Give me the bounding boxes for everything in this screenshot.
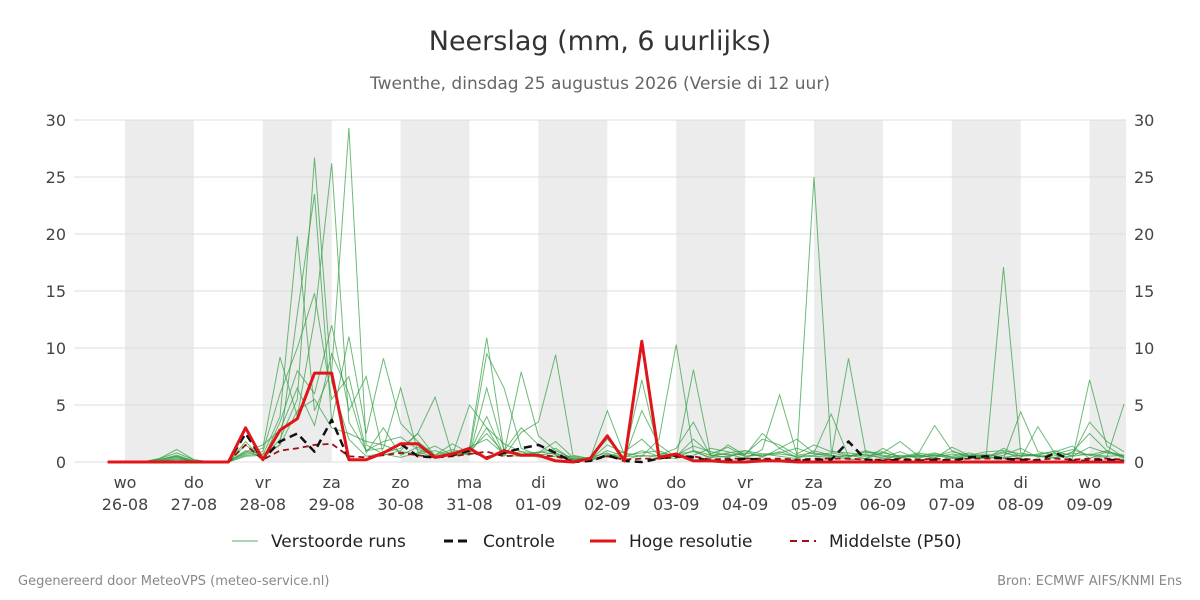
x-tick-date: 03-09 xyxy=(653,495,700,514)
x-axis: wo 26-08 do 27-08 vr 28-08 za 29-08 zo 30-08 ma 31-… xyxy=(102,473,1113,514)
legend-item-hires: Hoge resolutie xyxy=(590,532,753,552)
x-tick-day: ma xyxy=(457,473,482,492)
x-tick-date: 07-09 xyxy=(929,495,976,514)
footer-source: Bron: ECMWF AIFS/KNMI Ens xyxy=(997,574,1182,589)
y-tick-label: 5 xyxy=(1134,396,1144,415)
x-tick-date: 02-09 xyxy=(584,495,631,514)
x-tick-date: 09-09 xyxy=(1066,495,1113,514)
y-tick-label: 25 xyxy=(1134,168,1154,187)
x-tick-day: do xyxy=(666,473,686,492)
x-tick-day: vr xyxy=(255,473,271,492)
y-tick-label: 10 xyxy=(46,339,66,358)
y-tick-label: 15 xyxy=(46,282,66,301)
x-tick-date: 05-09 xyxy=(791,495,838,514)
legend-label-hires: Hoge resolutie xyxy=(629,532,753,552)
footer-credit: Gegenereerd door MeteoVPS (meteo-service… xyxy=(18,574,329,589)
y-axis-right: 0 5 10 15 20 25 30 xyxy=(1134,111,1154,472)
y-tick-label: 20 xyxy=(46,225,66,244)
x-tick-date: 30-08 xyxy=(377,495,424,514)
x-tick-date: 29-08 xyxy=(308,495,355,514)
y-tick-label: 30 xyxy=(46,111,66,130)
x-tick-day: di xyxy=(1013,473,1028,492)
control-series-line xyxy=(107,418,1125,464)
x-tick-day: vr xyxy=(737,473,753,492)
y-tick-label: 25 xyxy=(46,168,66,187)
legend: Verstoorde runs Controle Hoge resolutie … xyxy=(232,532,962,552)
x-tick-date: 28-08 xyxy=(240,495,287,514)
y-tick-label: 20 xyxy=(1134,225,1154,244)
x-tick-day: di xyxy=(531,473,546,492)
ensemble-run-line xyxy=(107,194,1125,463)
legend-item-ensemble: Verstoorde runs xyxy=(232,532,406,552)
x-tick-date: 04-09 xyxy=(722,495,769,514)
x-tick-day: wo xyxy=(1078,473,1101,492)
ensemble-run-line xyxy=(107,398,1125,463)
x-tick-date: 26-08 xyxy=(102,495,149,514)
x-tick-date: 06-09 xyxy=(860,495,907,514)
x-tick-day: ma xyxy=(939,473,964,492)
x-tick-day: do xyxy=(184,473,204,492)
legend-item-median: Middelste (P50) xyxy=(790,532,962,552)
legend-label-control: Controle xyxy=(483,532,555,552)
y-tick-label: 5 xyxy=(56,396,66,415)
chart-title: Neerslag (mm, 6 uurlijks) xyxy=(429,26,771,57)
x-tick-day: wo xyxy=(596,473,619,492)
hires-series-line xyxy=(107,339,1125,464)
legend-label-median: Middelste (P50) xyxy=(829,532,962,552)
y-axis-left: 0 5 10 15 20 25 30 xyxy=(46,111,66,472)
y-tick-label: 30 xyxy=(1134,111,1154,130)
x-tick-date: 27-08 xyxy=(171,495,218,514)
main-series xyxy=(107,339,1125,464)
x-tick-day: za xyxy=(805,473,823,492)
x-tick-day: za xyxy=(323,473,341,492)
chart-subtitle: Twenthe, dinsdag 25 augustus 2026 (Versi… xyxy=(369,74,830,94)
y-tick-label: 0 xyxy=(1134,453,1144,472)
ensemble-run-line xyxy=(107,293,1125,463)
x-tick-day: zo xyxy=(392,473,410,492)
legend-label-ensemble: Verstoorde runs xyxy=(271,532,406,552)
x-tick-date: 01-09 xyxy=(515,495,562,514)
y-tick-label: 0 xyxy=(56,453,66,472)
y-tick-label: 10 xyxy=(1134,339,1154,358)
x-tick-date: 31-08 xyxy=(446,495,493,514)
y-tick-label: 15 xyxy=(1134,282,1154,301)
x-tick-date: 08-09 xyxy=(997,495,1044,514)
ensemble-run-line xyxy=(107,325,1125,463)
x-tick-day: wo xyxy=(114,473,137,492)
legend-item-control: Controle xyxy=(444,532,555,552)
x-tick-day: zo xyxy=(874,473,892,492)
